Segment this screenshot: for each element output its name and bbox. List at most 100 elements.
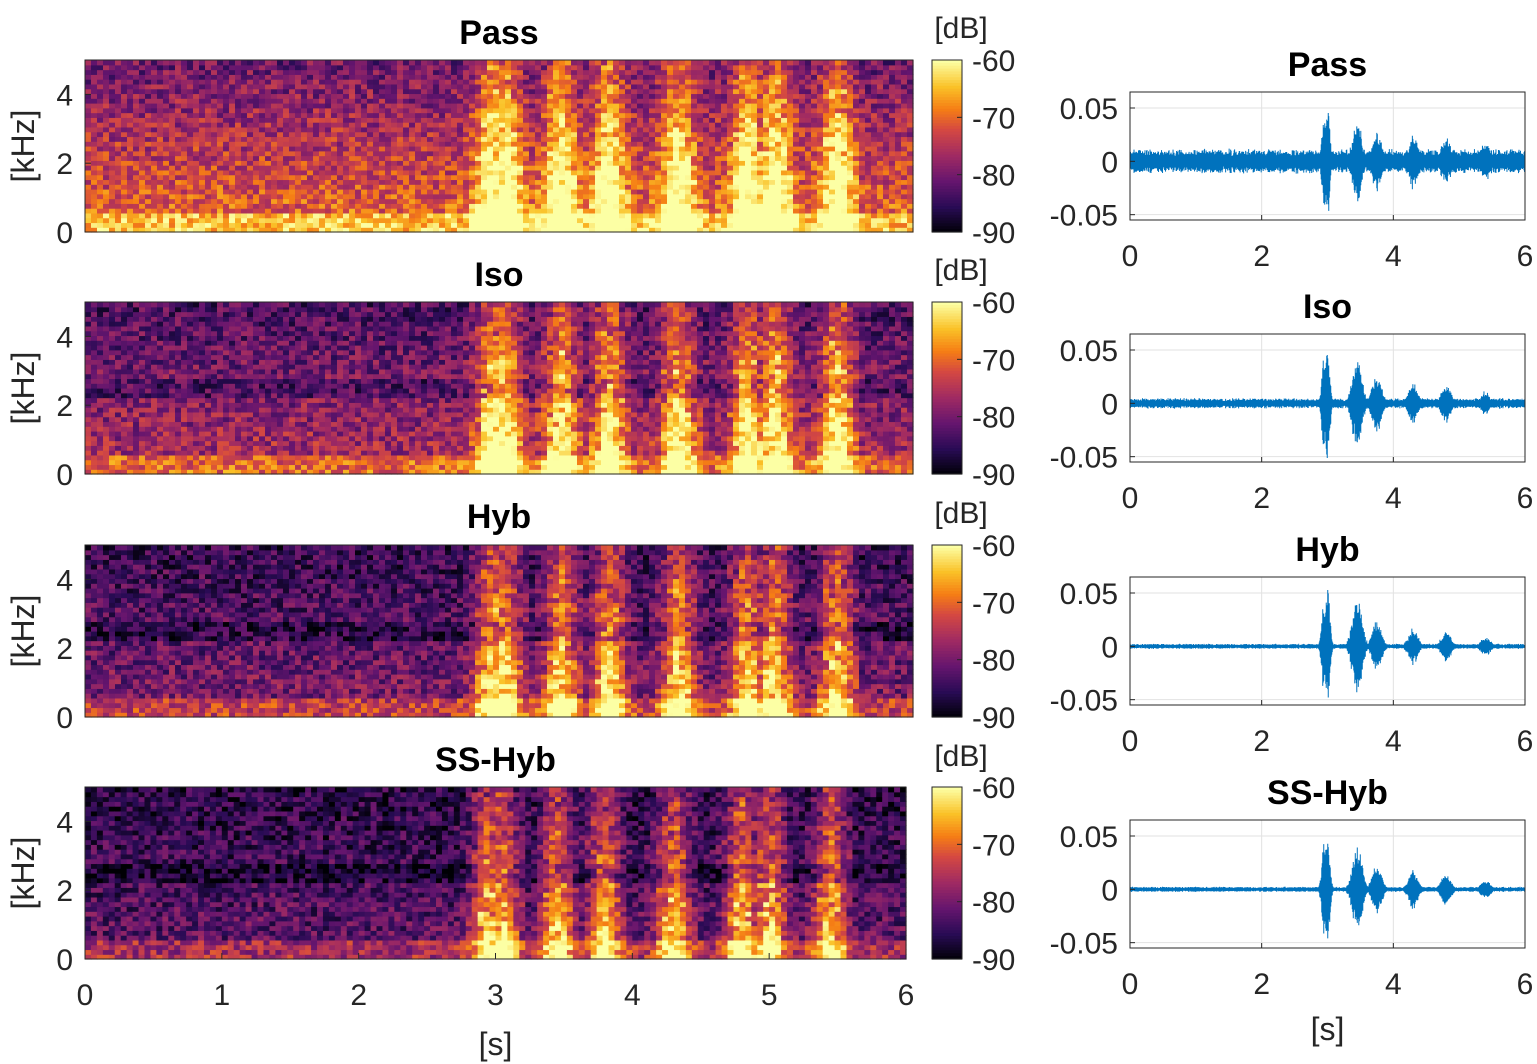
colorbar-tick-label: -70 [972,344,1015,377]
waveform-frame [1129,91,1526,221]
y-tick-label: -0.05 [1050,685,1118,718]
colorbar-tick-label: -80 [972,160,1015,193]
colorbar-tick-label: -90 [972,944,1015,977]
y-tick-label: 4 [56,321,73,354]
colorbar-tick-label: -80 [972,645,1015,678]
colorbar-tick-label: -70 [972,587,1015,620]
y-tick-label: 4 [56,806,73,839]
x-tick-label: 6 [1517,240,1534,273]
waveform-title: Pass [1288,46,1367,84]
y-axis-label: [kHz] [5,110,41,183]
x-axis-label: [s] [479,1026,513,1062]
colorbar-tick-label: -90 [972,702,1015,735]
y-tick-label: -0.05 [1050,928,1118,961]
colorbar-frame [931,544,963,718]
spectrogram-4: SS-Hyb 0 2 4 [kHz] 0 1 2 3 4 5 6 [s] [dB]-60 -70 -80 -90 [5,740,1015,1062]
colorbar-tick-label: -60 [972,45,1015,78]
y-tick-label: 0 [56,944,73,977]
spectrogram-2: Iso 0 2 4 [kHz] [dB]-60 -70 -80 -90 [5,254,1015,492]
x-tick-label: 4 [624,979,641,1012]
x-tick-label: 0 [1122,240,1139,273]
heatmap-cells [85,302,914,475]
waveform-frame [1129,576,1526,706]
colorbar-tick-label: -60 [972,772,1015,805]
colorbar: [dB]-60 -70 -80 -90 [931,497,1015,735]
x-tick-label: 6 [1517,968,1534,1001]
y-tick-label: 0 [1101,146,1118,179]
colorbar-frame [931,301,963,475]
y-tick-label: -0.05 [1050,200,1118,233]
colorbar-tick-label: -60 [972,287,1015,320]
y-tick-label: -0.05 [1050,442,1118,475]
colorbar: [dB]-60 -70 -80 -90 [931,12,1015,250]
x-tick-label: 1 [213,979,230,1012]
spectrogram-frame [84,544,914,718]
heatmap-cells [85,545,914,718]
spectrogram-title: Pass [459,14,538,52]
spectrogram-title: Iso [474,256,523,294]
x-tick-label: 4 [1385,482,1402,515]
colorbar: [dB]-60 -70 -80 -90 [931,254,1015,492]
waveform-title: Iso [1303,288,1352,326]
spectrogram-frame [84,301,914,475]
x-tick-label: 2 [1253,725,1270,758]
colorbar-label: [dB] [934,740,987,773]
spectrogram-title: SS-Hyb [435,741,556,779]
colorbar-label: [dB] [934,12,987,45]
spectrogram-frame [84,59,914,233]
x-axis-label: [s] [1311,1011,1345,1047]
x-tick-label: 5 [761,979,778,1012]
y-tick-label: 2 [56,875,73,908]
y-axis-label: [kHz] [5,352,41,425]
x-tick-label: 6 [1517,725,1534,758]
colorbar-tick-label: -70 [972,102,1015,135]
y-axis-label: [kHz] [5,837,41,910]
x-tick-label: 0 [1122,968,1139,1001]
y-tick-label: 0 [56,217,73,250]
x-tick-label: 4 [1385,968,1402,1001]
y-tick-label: 0.05 [1060,578,1118,611]
x-tick-label: 6 [1517,482,1534,515]
y-tick-label: 0.05 [1060,335,1118,368]
colorbar: [dB]-60 -70 -80 -90 [931,740,1015,977]
waveform-frame [1129,819,1526,949]
x-tick-label: 0 [77,979,94,1012]
x-tick-label: 6 [898,979,915,1012]
colorbar-tick-label: -60 [972,530,1015,563]
y-axis-label: [kHz] [5,595,41,668]
x-tick-label: 2 [350,979,367,1012]
y-tick-label: 0 [56,459,73,492]
spectrogram-3: Hyb 0 2 4 [kHz] [dB]-60 -70 -80 -90 [5,497,1015,735]
waveform-title: Hyb [1295,531,1359,569]
colorbar-tick-label: -80 [972,887,1015,920]
x-tick-label: 3 [487,979,504,1012]
y-tick-label: 2 [56,633,73,666]
x-tick-label: 2 [1253,240,1270,273]
waveform-frame [1129,333,1526,463]
y-tick-label: 0 [1101,874,1118,907]
y-tick-label: 0.05 [1060,93,1118,126]
x-tick-label: 0 [1122,725,1139,758]
colorbar-frame [931,786,963,960]
y-tick-label: 0 [1101,631,1118,664]
spectrogram-1: Pass 0 2 4 [kHz] [dB]-60 -70 -80 -90 [5,12,1015,250]
waveform-title: SS-Hyb [1267,774,1388,812]
y-tick-label: 0.05 [1060,821,1118,854]
y-tick-label: 2 [56,390,73,423]
colorbar-label: [dB] [934,497,987,530]
y-tick-label: 4 [56,564,73,597]
x-tick-label: 4 [1385,240,1402,273]
y-tick-label: 0 [1101,388,1118,421]
colorbar-tick-label: -80 [972,402,1015,435]
colorbar-tick-label: -70 [972,829,1015,862]
colorbar-tick-label: -90 [972,459,1015,492]
x-tick-label: 2 [1253,482,1270,515]
colorbar-tick-label: -90 [972,217,1015,250]
y-tick-label: 2 [56,148,73,181]
x-tick-label: 2 [1253,968,1270,1001]
heatmap-cells [85,60,914,233]
